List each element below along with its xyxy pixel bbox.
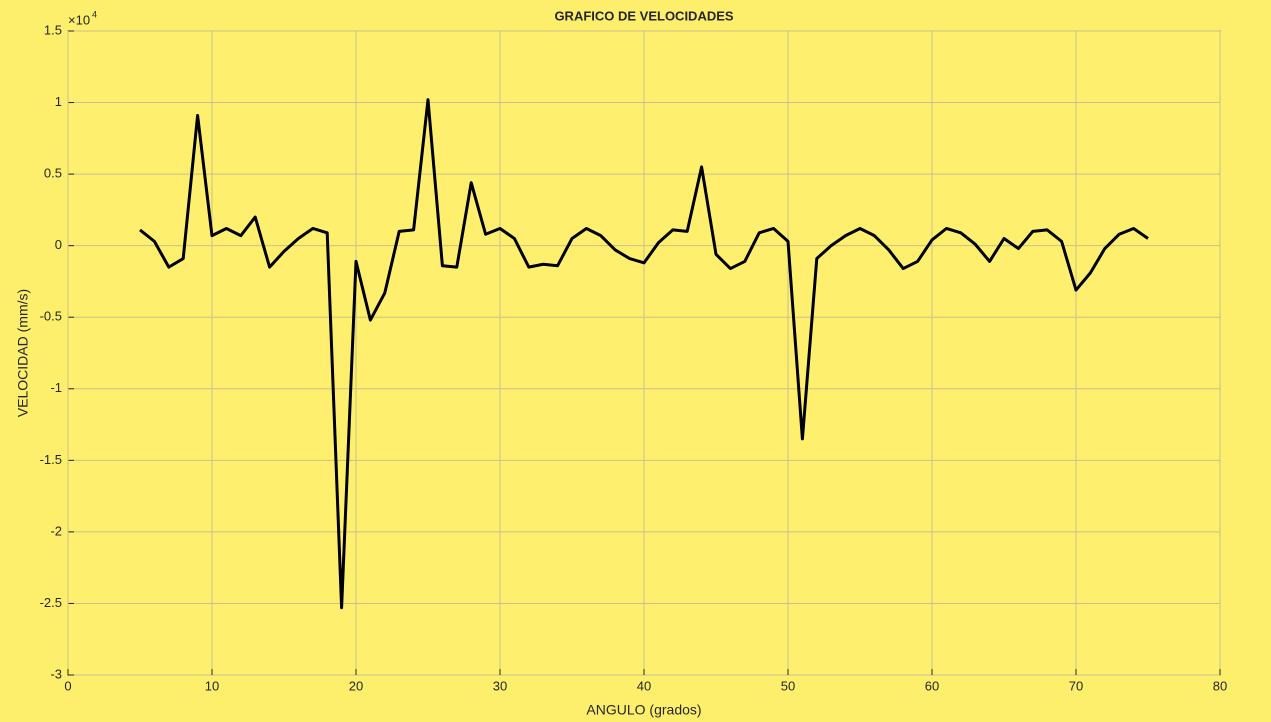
chart-title: GRAFICO DE VELOCIDADES (554, 8, 733, 23)
x-tick-label: 10 (205, 678, 219, 693)
x-tick-label: 50 (781, 678, 795, 693)
x-tick-label: 70 (1069, 678, 1083, 693)
y-tick-label: 1.5 (44, 22, 62, 37)
y-tick-label: -0.5 (40, 309, 62, 324)
y-tick-label: -2.5 (40, 595, 62, 610)
x-tick-label: 0 (64, 678, 71, 693)
x-tick-label: 20 (349, 678, 363, 693)
y-tick-label: -1.5 (40, 452, 62, 467)
y-tick-label: -1 (50, 380, 62, 395)
x-tick-label: 30 (493, 678, 507, 693)
x-tick-label: 40 (637, 678, 651, 693)
y-tick-label: 0 (55, 237, 62, 252)
y-tick-label: 1 (55, 94, 62, 109)
y-tick-label: 0.5 (44, 166, 62, 181)
series-line (139, 98, 1149, 610)
y-multiplier: ×10 (68, 12, 90, 27)
y-tick-label: -3 (50, 666, 62, 681)
y-tick-label: -2 (50, 523, 62, 538)
x-tick-label: 80 (1213, 678, 1227, 693)
x-axis-label: ANGULO (grados) (586, 702, 701, 718)
y-multiplier-exponent: 4 (92, 9, 97, 19)
x-tick-label: 60 (925, 678, 939, 693)
y-axis-label: VELOCIDAD (mm/s) (15, 289, 31, 417)
